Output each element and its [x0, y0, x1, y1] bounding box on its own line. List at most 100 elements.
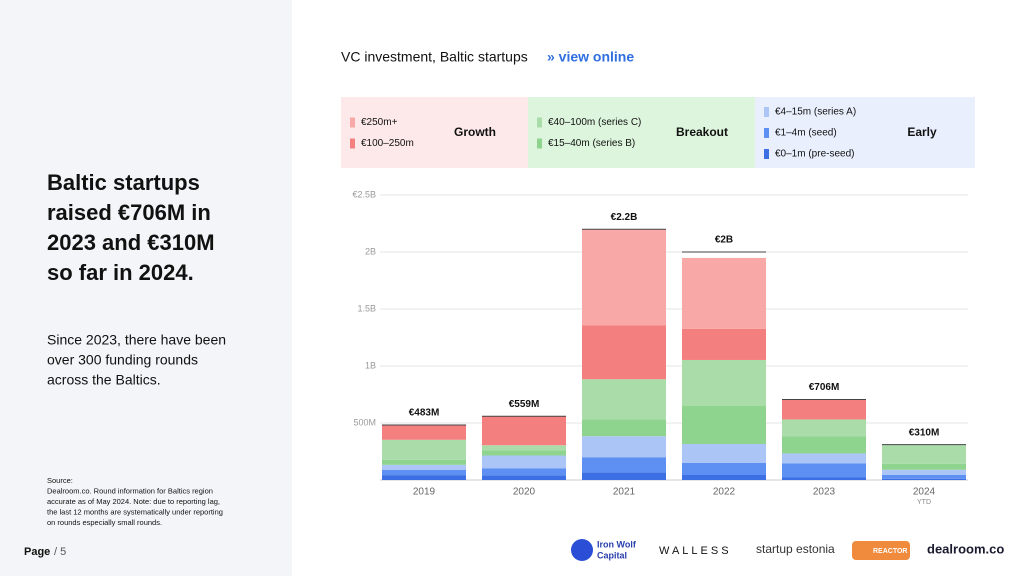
bar-segment — [382, 439, 466, 460]
logo-text: Iron Wolf — [597, 539, 637, 549]
ironwolf-icon — [571, 539, 593, 561]
bar-segment — [482, 445, 566, 451]
bar-segment — [382, 424, 466, 440]
bar-segment — [882, 478, 966, 480]
bar-segment — [782, 419, 866, 437]
legend-swatch — [764, 128, 769, 138]
logo-text: Capital — [597, 550, 627, 560]
bar-segment — [682, 359, 766, 407]
bar-segment — [682, 443, 766, 464]
total-label: €310M — [909, 427, 940, 438]
bar-segment — [782, 436, 866, 454]
x-tick-label: 2019 — [413, 487, 436, 498]
legend-group-label: Growth — [454, 125, 496, 139]
bar-segment — [782, 463, 866, 478]
source-text: Source: — [47, 476, 73, 485]
y-tick-label: €2.5B — [352, 189, 376, 199]
legend-swatch — [764, 149, 769, 159]
source-text: the last 12 months are systematically un… — [47, 507, 223, 516]
total-label: €559M — [509, 399, 540, 410]
headline: raised €706M in — [47, 200, 211, 225]
bar-segment — [882, 474, 966, 479]
y-tick-label: 1B — [365, 360, 376, 370]
legend-swatch — [537, 117, 542, 128]
bar-segment — [482, 450, 566, 456]
body-text: over 300 funding rounds — [47, 352, 198, 368]
legend-swatch — [537, 138, 542, 149]
legend-group-label: Early — [907, 125, 937, 139]
y-tick-label: 1.5B — [357, 303, 376, 313]
legend-swatch — [764, 107, 769, 117]
y-tick-label: 2B — [365, 246, 376, 256]
bar-segment — [682, 406, 766, 444]
bar-segment — [482, 455, 566, 469]
logo-text: startup estonia — [756, 542, 835, 556]
total-label: €2B — [715, 235, 733, 246]
bar-segment — [382, 475, 466, 480]
reactor-badge — [852, 541, 910, 560]
total-label: €483M — [409, 408, 440, 419]
x-tick-label: 2023 — [813, 487, 836, 498]
bar-segment — [782, 453, 866, 464]
legend-label: €0–1m (pre-seed) — [775, 149, 854, 160]
bar-segment — [682, 463, 766, 475]
bar-segment — [682, 328, 766, 360]
legend-group-box — [755, 97, 975, 168]
legend-label: €250m+ — [361, 117, 398, 128]
total-label: €2.2B — [611, 212, 638, 223]
bar-segment — [582, 472, 666, 480]
logo-text: WALLESS — [659, 545, 732, 557]
bar-segment — [682, 257, 766, 329]
bar-segment — [582, 325, 666, 380]
bar-segment — [582, 419, 666, 437]
left-panel — [0, 0, 292, 576]
total-label: €706M — [809, 382, 840, 393]
x-tick-sublabel: YTD — [917, 499, 931, 506]
bar-segment — [582, 379, 666, 420]
legend-swatch — [350, 117, 355, 128]
x-tick-label: 2021 — [613, 487, 636, 498]
bar-segment — [382, 469, 466, 476]
x-tick-label: 2024 — [913, 487, 936, 498]
logo-text: dealroom.co — [927, 541, 1004, 556]
body-text: across the Baltics. — [47, 372, 161, 388]
bar-segment — [782, 477, 866, 480]
bar-segment — [382, 459, 466, 465]
legend-label: €100–250m — [361, 138, 414, 149]
view-online-link[interactable]: » view online — [547, 49, 634, 65]
bar-segment — [382, 464, 466, 470]
logo-text: REACTOR — [873, 548, 907, 555]
headline: 2023 and €310M — [47, 230, 215, 255]
x-tick-label: 2020 — [513, 487, 536, 498]
legend-group-box — [528, 97, 755, 168]
legend-label: €40–100m (series C) — [548, 117, 641, 128]
bar-segment — [582, 457, 666, 473]
page-number: / 5 — [54, 546, 66, 558]
legend-label: €1–4m (seed) — [775, 128, 837, 139]
chart-title: VC investment, Baltic startups — [341, 49, 528, 65]
source-text: on rounds especially small rounds. — [47, 518, 162, 527]
x-tick-label: 2022 — [713, 487, 736, 498]
bar-segment — [882, 469, 966, 475]
body-text: Since 2023, there have been — [47, 332, 226, 348]
bar-segment — [782, 399, 866, 420]
legend-label: €4–15m (series A) — [775, 107, 856, 118]
bar-segment — [482, 475, 566, 480]
legend-label: €15–40m (series B) — [548, 138, 635, 149]
legend-group-box — [341, 97, 528, 168]
legend-group-label: Breakout — [676, 125, 728, 139]
y-tick-label: 500M — [353, 417, 376, 427]
bar-segment — [482, 416, 566, 446]
bar-segment — [882, 463, 966, 470]
source-text: Dealroom.co. Round information for Balti… — [47, 486, 213, 495]
source-text: accurate as of May 2024. Note: due to re… — [47, 497, 220, 506]
bar-segment — [582, 436, 666, 458]
headline: Baltic startups — [47, 170, 200, 195]
bar-segment — [682, 474, 766, 480]
page-label: Page — [24, 546, 50, 558]
bar-segment — [482, 468, 566, 476]
bar-segment — [882, 444, 966, 464]
headline: so far in 2024. — [47, 260, 194, 285]
bar-segment — [582, 229, 666, 326]
